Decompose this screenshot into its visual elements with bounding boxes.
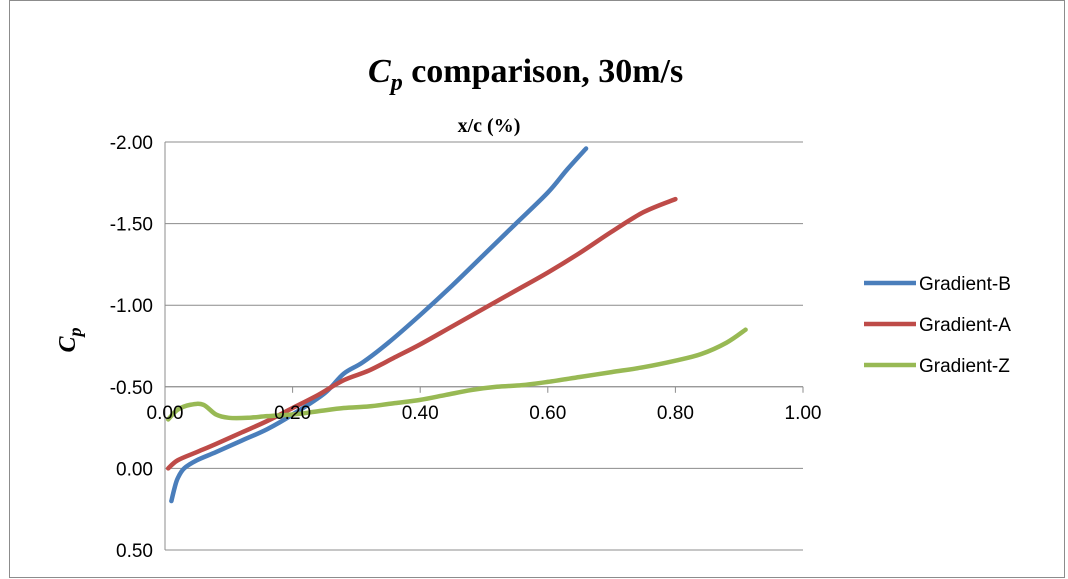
x-tick-label: 0.60	[529, 403, 566, 424]
x-tick-label: 0.80	[657, 403, 694, 424]
x-tick-label: 0.00	[147, 403, 184, 424]
series-line-gradient-z	[165, 327, 748, 422]
legend-label-gradient-z: Gradient-Z	[919, 356, 1010, 377]
legend-label-gradient-b: Gradient-B	[919, 274, 1011, 295]
y-tick-label: 0.50	[116, 541, 153, 562]
y-tick-label: -1.00	[110, 296, 153, 317]
y-tick-label: 0.00	[116, 459, 153, 480]
y-tick-label: -2.00	[110, 133, 153, 154]
chart-title-symbol: C	[368, 53, 391, 90]
y-tick-label: -0.50	[110, 378, 153, 399]
chart-title-rest: comparison, 30m/s	[403, 53, 684, 90]
y-axis-title-subscript: p	[65, 327, 85, 338]
series-layer	[165, 146, 748, 504]
axes	[164, 142, 804, 550]
series-line-gradient-b	[169, 146, 589, 504]
x-tick-label: 1.00	[785, 403, 822, 424]
legend-label-gradient-a: Gradient-A	[919, 315, 1011, 336]
y-axis-title: Cp	[55, 327, 85, 352]
y-axis-title-symbol: C	[55, 336, 81, 353]
chart-frame: -2.00 -1.50 -1.00 -0.50 0.00 0.50 0.00 0.20 0.40…	[9, 0, 1065, 578]
tick-labels: -2.00 -1.50 -1.00 -0.50 0.00 0.50 0.00 0.20 0.40…	[110, 133, 822, 562]
series-line-gradient-a	[165, 196, 678, 471]
chart-title-subscript: p	[389, 70, 403, 96]
chart-title: Cp comparison, 30m/s	[368, 53, 683, 96]
x-axis-title: x/c (%)	[458, 115, 521, 137]
x-tick-label: 0.20	[274, 403, 311, 424]
gridlines	[165, 141, 803, 551]
legend: Gradient-B Gradient-A Gradient-Z	[864, 274, 1011, 377]
y-tick-label: -1.50	[110, 215, 153, 236]
x-tick-label: 0.40	[402, 403, 439, 424]
chart-svg: -2.00 -1.50 -1.00 -0.50 0.00 0.50 0.00 0.20 0.40…	[55, 53, 1011, 562]
